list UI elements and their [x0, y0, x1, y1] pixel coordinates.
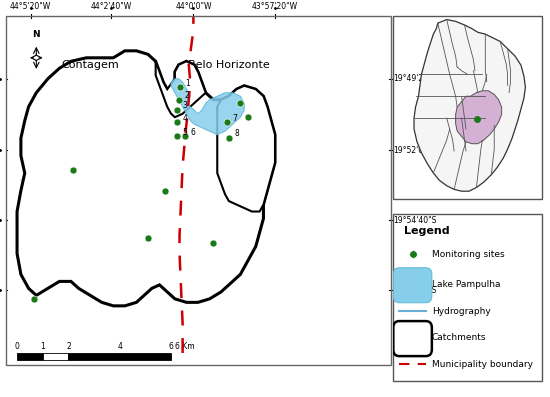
- Bar: [17, 353, 43, 360]
- Text: Hydrography: Hydrography: [432, 306, 491, 316]
- Text: 44°0'0"W: 44°0'0"W: [175, 2, 212, 11]
- Text: 8: 8: [234, 129, 239, 139]
- Text: 19°49'20"S: 19°49'20"S: [394, 74, 437, 83]
- Text: 1: 1: [40, 342, 45, 351]
- Text: 0: 0: [15, 342, 19, 351]
- Polygon shape: [455, 91, 502, 144]
- Text: 1: 1: [186, 79, 190, 88]
- FancyBboxPatch shape: [393, 268, 432, 303]
- Text: 19°54'40"S: 19°54'40"S: [394, 216, 437, 225]
- Bar: [68, 353, 120, 360]
- Text: 44°2'40"W: 44°2'40"W: [91, 2, 132, 11]
- Text: 6 Km: 6 Km: [175, 342, 195, 351]
- Text: 43°57'20"W: 43°57'20"W: [252, 2, 298, 11]
- Polygon shape: [414, 19, 525, 191]
- Text: N: N: [32, 30, 40, 39]
- Text: 19°52'0"S: 19°52'0"S: [394, 146, 432, 155]
- Text: 6: 6: [190, 128, 195, 137]
- Text: Monitoring sites: Monitoring sites: [432, 250, 504, 259]
- Bar: [120, 353, 171, 360]
- Text: 19°57'20"S: 19°57'20"S: [394, 285, 437, 295]
- Polygon shape: [17, 51, 275, 306]
- Text: Contagem: Contagem: [62, 60, 119, 70]
- Text: 4: 4: [183, 114, 188, 123]
- Polygon shape: [217, 86, 275, 212]
- Text: 2: 2: [185, 91, 189, 100]
- Text: Lake Pampulha: Lake Pampulha: [432, 280, 500, 289]
- Text: 2: 2: [66, 342, 71, 351]
- Text: Municipality boundary: Municipality boundary: [432, 360, 533, 369]
- Text: 4: 4: [117, 342, 122, 351]
- Text: 44°5'20"W: 44°5'20"W: [10, 2, 51, 11]
- Text: 6: 6: [169, 342, 173, 351]
- Polygon shape: [156, 61, 206, 117]
- Text: 3: 3: [183, 102, 188, 110]
- Text: Catchments: Catchments: [432, 333, 486, 342]
- Bar: [43, 353, 68, 360]
- Polygon shape: [171, 79, 244, 135]
- Text: 5: 5: [183, 128, 188, 137]
- Text: Belo Horizonte: Belo Horizonte: [188, 60, 270, 70]
- Text: Legend: Legend: [404, 226, 449, 236]
- Text: 7: 7: [233, 114, 238, 123]
